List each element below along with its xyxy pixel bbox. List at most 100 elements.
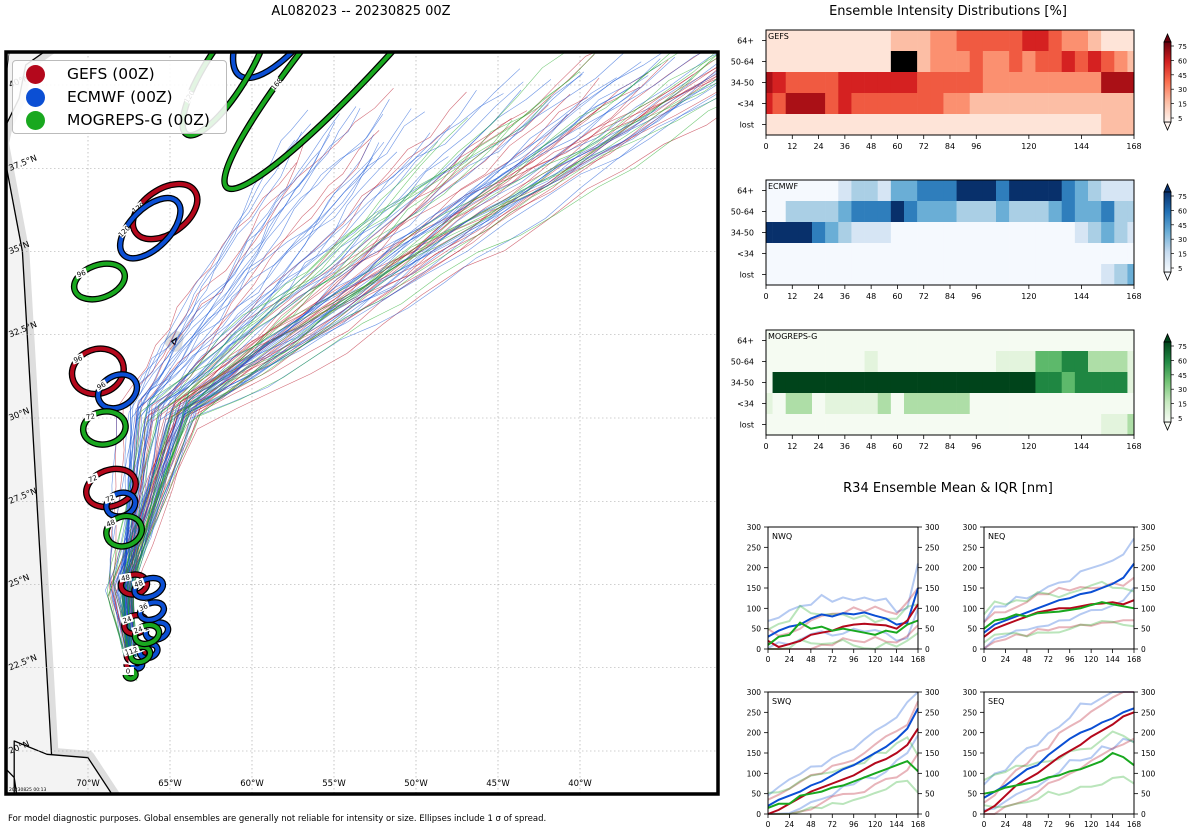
heatmap-row-label: 50-64 xyxy=(731,208,754,217)
heatmap-cell xyxy=(798,243,813,265)
heatmap-cell xyxy=(996,72,1010,94)
heatmap-cell xyxy=(930,414,944,436)
r34-chart-label: NEQ xyxy=(988,532,1005,541)
heatmap-cell xyxy=(904,414,918,436)
heatmap-cell xyxy=(904,264,918,286)
heatmap-cell xyxy=(956,264,971,286)
heatmap-cell xyxy=(864,243,879,265)
ellipse-label-text: 144 xyxy=(234,19,249,35)
heatmap-xtick-label: 168 xyxy=(1126,442,1141,451)
heatmap-cell xyxy=(996,180,1010,202)
heatmap-cell xyxy=(825,393,839,415)
heatmap-cell xyxy=(956,372,971,394)
r34-ytick-label-right: 100 xyxy=(1141,604,1156,613)
heatmap-cell xyxy=(1009,201,1023,223)
map-layer: 0122448729612014416801224364872961201441… xyxy=(6,19,718,794)
legend-marker-gefs xyxy=(26,65,45,84)
heatmap-cell xyxy=(1061,201,1076,223)
heatmap-cell xyxy=(1035,114,1049,136)
heatmap-cell xyxy=(1061,93,1076,115)
heatmap-cell xyxy=(1088,201,1102,223)
heatmap-cell xyxy=(798,330,813,352)
heatmap-cell xyxy=(1101,222,1115,244)
r34-xtick-label: 96 xyxy=(1065,820,1075,829)
heatmap-cell xyxy=(956,30,971,52)
heatmap-xtick-label: 120 xyxy=(1021,292,1036,301)
heatmap-cell xyxy=(1035,330,1049,352)
heatmap-xtick-label: 96 xyxy=(971,142,981,151)
heatmap-cell xyxy=(1074,201,1089,223)
heatmap-xtick-label: 0 xyxy=(763,292,768,301)
r34-ytick-label-left: 150 xyxy=(963,584,978,593)
r34-xtick-label: 120 xyxy=(868,655,883,664)
ellipse-label-text: 0 xyxy=(126,668,130,676)
member-track xyxy=(119,52,717,680)
ellipse-ring xyxy=(96,372,139,411)
heatmap-cell xyxy=(1127,93,1135,115)
heatmap-cell xyxy=(890,393,905,415)
heatmap-cell xyxy=(766,264,773,286)
heatmap-cell xyxy=(1088,243,1102,265)
heatmap-cell xyxy=(1074,30,1089,52)
heatmap-cell xyxy=(917,72,931,94)
heatmap-cell xyxy=(1009,264,1023,286)
member-track xyxy=(106,71,580,680)
ellipse-mogreps-48: 48 xyxy=(103,512,146,550)
ellipse-ring xyxy=(222,52,554,191)
ellipse-mogreps-72: 72 xyxy=(79,408,129,448)
heatmap-xtick-label: 36 xyxy=(840,292,850,301)
r34-ytick-label-right: 250 xyxy=(925,708,940,717)
heatmap-cell xyxy=(1088,330,1102,352)
heatmap-cell xyxy=(766,330,773,352)
heatmap-cell xyxy=(851,243,865,265)
heatmap-cell xyxy=(766,393,773,415)
heatmap-cell xyxy=(864,351,879,373)
r34-ytick-label-left: 200 xyxy=(747,564,762,573)
r34-ytick-label-left: 0 xyxy=(972,645,977,654)
heatmap-cell xyxy=(917,372,931,394)
heatmap-cell xyxy=(772,351,787,373)
heatmap-cell xyxy=(825,51,839,73)
heatmap-xtick-label: 84 xyxy=(945,142,955,151)
heatmap-cell xyxy=(956,330,971,352)
track-map: 0122448729612014416801224364872961201441… xyxy=(4,19,720,796)
heatmap-cell xyxy=(969,114,984,136)
map-frame xyxy=(4,50,720,796)
ellipse-ecmwf-96: 96 xyxy=(94,371,141,412)
heatmap-cell xyxy=(969,372,984,394)
lon-label: 70°W xyxy=(76,779,100,789)
member-track xyxy=(133,95,552,669)
heatmap-cell xyxy=(838,114,852,136)
r34-xtick-label: 24 xyxy=(785,655,795,664)
heatmap-cell xyxy=(943,201,957,223)
heatmap-cell xyxy=(1061,222,1076,244)
map-background xyxy=(6,52,718,794)
heatmap-cell xyxy=(877,414,892,436)
heatmap-cell xyxy=(785,93,800,115)
heatmap-cell xyxy=(1114,330,1128,352)
heatmap-cell xyxy=(825,201,839,223)
r34-ytick-label-right: 300 xyxy=(925,688,940,697)
heatmap-cell xyxy=(1061,72,1076,94)
r34-xtick-label: 96 xyxy=(849,655,859,664)
heatmap-cell xyxy=(1009,372,1023,394)
heatmap-cell xyxy=(1114,243,1128,265)
heatmap-cell xyxy=(1074,72,1089,94)
r34-xtick-label: 24 xyxy=(1001,820,1011,829)
heatmap-cell xyxy=(1035,264,1049,286)
r34-ytick-label-right: 200 xyxy=(1141,729,1156,738)
heatmap-xtick-label: 36 xyxy=(840,142,850,151)
r34-mean-line-ecmwf xyxy=(983,707,1135,799)
ellipse-label-text: 24 xyxy=(133,625,145,636)
heatmap-cell xyxy=(812,72,826,94)
heatmap-cell xyxy=(1048,330,1063,352)
heatmap-row-label: 34-50 xyxy=(731,79,754,88)
heatmap-cell xyxy=(1035,243,1049,265)
heatmap-cell xyxy=(785,201,800,223)
heatmap-cell xyxy=(996,114,1010,136)
r34-xtick-label: 144 xyxy=(889,820,904,829)
colorbar-max-arrow xyxy=(1163,33,1172,43)
heatmap-cell xyxy=(825,30,839,52)
r34-xtick-label: 120 xyxy=(1084,820,1099,829)
heatmap-cell xyxy=(1088,72,1102,94)
